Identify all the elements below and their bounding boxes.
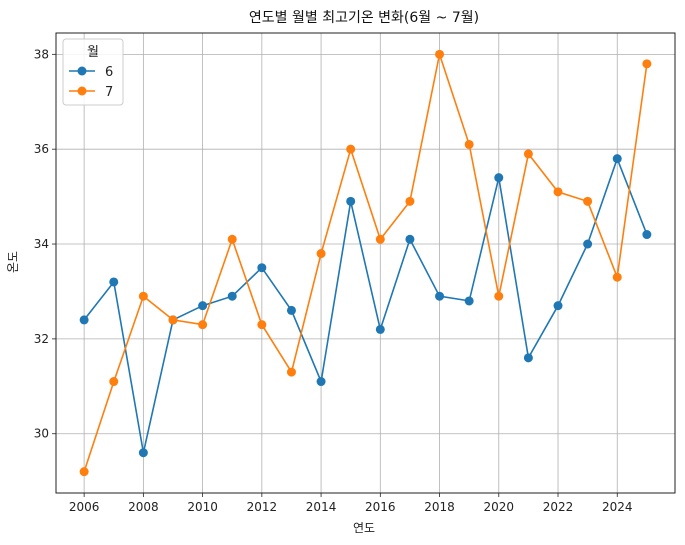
data-point (464, 296, 474, 306)
legend-swatch-marker (77, 86, 87, 96)
legend: 월6 7 (62, 38, 124, 106)
series-7 (79, 49, 652, 477)
grid (56, 33, 675, 493)
data-point (198, 301, 208, 311)
data-point (346, 196, 356, 206)
y-tick-label: 36 (34, 142, 49, 156)
x-tick-label: 2010 (187, 500, 218, 514)
data-point (286, 305, 296, 315)
data-point (346, 144, 356, 154)
legend-label: 6 (105, 65, 113, 80)
data-point (79, 467, 89, 477)
data-point (316, 377, 326, 387)
x-tick-label: 2018 (424, 500, 455, 514)
y-tick-label: 30 (34, 427, 49, 441)
data-point (227, 234, 237, 244)
data-point (553, 301, 563, 311)
data-point (375, 234, 385, 244)
legend-label: 7 (105, 85, 113, 100)
x-tick-label: 2012 (247, 500, 278, 514)
data-point (464, 139, 474, 149)
y-tick-label: 34 (34, 237, 49, 251)
series-layer (79, 49, 652, 477)
data-point (494, 291, 504, 301)
x-tick-label: 2006 (69, 500, 100, 514)
data-point (138, 291, 148, 301)
data-point (257, 263, 267, 273)
data-point (583, 196, 593, 206)
legend-box (62, 38, 124, 106)
x-tick-label: 2008 (128, 500, 159, 514)
data-point (435, 49, 445, 59)
data-point (375, 324, 385, 334)
data-point (227, 291, 237, 301)
legend-title: 월 (87, 45, 99, 60)
data-point (138, 448, 148, 458)
data-point (198, 320, 208, 330)
x-tick-label: 2016 (365, 500, 396, 514)
data-point (286, 367, 296, 377)
axis-ticks: 2006 2008 2010 2012 2014 2016 2018 2020 2022 2024… (34, 47, 633, 514)
data-point (523, 149, 533, 159)
data-point (109, 377, 119, 387)
x-tick-label: 2014 (306, 500, 337, 514)
data-point (612, 154, 622, 164)
series-line (83, 156, 648, 453)
data-point (435, 291, 445, 301)
data-point (316, 249, 326, 259)
data-point (583, 239, 593, 249)
data-point (79, 315, 89, 325)
data-point (405, 234, 415, 244)
y-tick-label: 32 (34, 332, 49, 346)
data-point (405, 196, 415, 206)
chart-title: 연도별 월별 최고기온 변화(6월 ~ 7월) (249, 10, 479, 26)
data-point (612, 272, 622, 282)
data-point (642, 59, 652, 69)
data-point (109, 277, 119, 287)
series-line (83, 51, 648, 472)
data-point (553, 187, 563, 197)
legend-swatch-marker (77, 66, 87, 76)
plot-frame (55, 32, 676, 494)
x-tick-label: 2022 (543, 500, 574, 514)
data-point (642, 230, 652, 240)
y-axis-title: 온도 (6, 251, 20, 273)
y-tick-label: 38 (34, 47, 49, 61)
data-point (257, 320, 267, 330)
data-point (523, 353, 533, 363)
data-point (494, 173, 504, 183)
x-axis-title: 연도 (353, 521, 375, 535)
x-tick-label: 2020 (484, 500, 515, 514)
x-tick-label: 2024 (602, 500, 633, 514)
data-point (168, 315, 178, 325)
